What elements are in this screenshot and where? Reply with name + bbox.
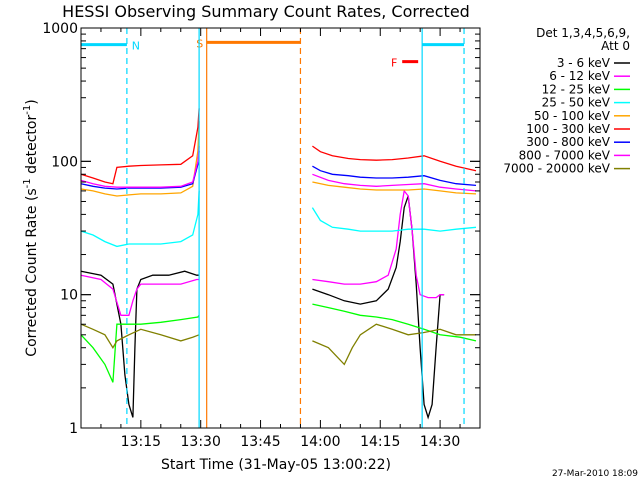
series-line-5-seg-0 [80,108,200,185]
series-line-3-seg-0 [80,190,200,248]
legend-label-0: 3 - 6 keV [557,56,611,70]
x-tick-label-1415: 14:15 [360,434,400,450]
plot-events: NSF [81,28,465,428]
y-ticks: 1 10 100 1000 [42,21,480,437]
series-line-7-seg-0 [80,146,200,188]
y-tick-label-10: 10 [60,288,78,304]
legend-label-3: 25 - 50 keV [542,96,611,110]
x-tick-label-1345: 13:45 [240,434,280,450]
event-label-N: N [132,40,140,53]
series-line-6-seg-1 [312,165,477,187]
series-line-1-seg-0 [80,274,200,316]
series-line-5-seg-1 [312,145,477,172]
x-tick-label-1430: 14:30 [420,434,460,450]
x-axis-label: Start Time (31-May-05 13:00:22) [161,457,391,473]
legend-label-4: 50 - 100 keV [534,109,611,123]
x-tick-label-1330: 13:30 [181,434,221,450]
legend-header-1: Det 1,3,4,5,6,9, [536,26,630,40]
series-line-2-seg-0 [80,314,200,383]
y-tick-label-1000: 1000 [42,21,78,37]
series-line-8-seg-1 [312,323,476,366]
series-line-8-seg-0 [80,323,200,349]
x-tick-label-1400: 14:00 [300,434,340,450]
y-axis-label: Corrected Count Rate (s-1 detector-1) [22,99,40,356]
x-ticks: 13:15 13:30 13:45 14:00 14:15 14:30 [100,28,461,450]
legend-label-6: 300 - 800 keV [526,135,610,149]
series-line-7-seg-1 [312,173,477,192]
series-line-1-seg-1 [312,189,445,299]
legend-header-2: Att 0 [601,39,630,53]
y-tick-label-1: 1 [69,421,78,437]
x-tick-label-1315: 13:15 [121,434,161,450]
legend-label-2: 12 - 25 keV [542,82,611,96]
y-tick-label-100: 100 [51,154,78,170]
event-label-F: F [391,57,397,70]
plot-series [80,108,477,420]
legend-label-5: 100 - 300 keV [526,122,610,136]
legend-label-7: 800 - 7000 keV [519,148,611,162]
chart-title: HESSI Observing Summary Count Rates, Cor… [62,2,470,21]
series-line-4-seg-1 [312,181,477,195]
footer-stamp: 27-Mar-2010 18:09 [552,469,638,479]
series-line-3-seg-1 [311,207,477,232]
legend-label-8: 7000 - 20000 keV [503,162,610,176]
series-line-2-seg-1 [312,303,477,342]
legend-label-1: 6 - 12 keV [549,69,611,83]
